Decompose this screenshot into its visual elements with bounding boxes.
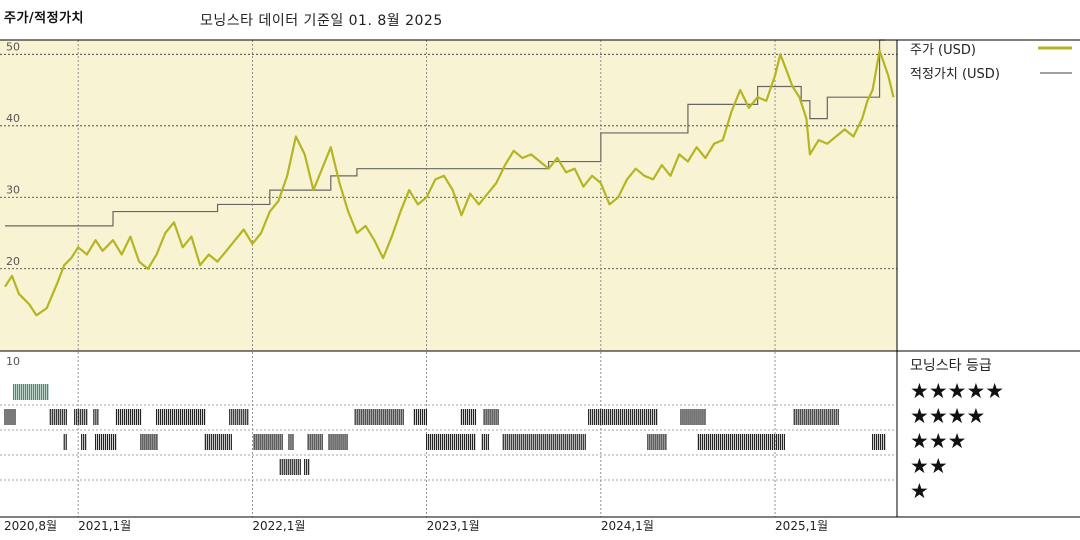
x-axis: 2020,8월 2021,1월 2022,1월 2023,1월 2024,1월 2025,… — [4, 519, 828, 533]
x-tick-label: 2023,1월 — [427, 519, 480, 533]
y-tick-label: 40 — [6, 112, 20, 125]
legend: 주가 (USD)적정가치 (USD)모닝스타 등급★★★★★★★★★★★★★★★ — [910, 43, 1072, 503]
rating-legend-stars: ★★★ — [910, 429, 966, 453]
x-tick-label: 2020,8월 — [4, 519, 57, 533]
data-date-subtitle: 모닝스타 데이터 기준일 01. 8월 2025 — [200, 13, 443, 29]
price-line — [4, 49, 895, 317]
rating-y-tick-label: 10 — [6, 355, 20, 368]
y-tick-label: 20 — [6, 255, 20, 268]
y-tick-label: 50 — [6, 40, 20, 53]
rating-legend-stars: ★★ — [910, 454, 948, 478]
x-tick-label: 2021,1월 — [78, 519, 131, 533]
legend-price-label: 주가 (USD) — [910, 43, 976, 58]
x-tick-label: 2022,1월 — [252, 519, 305, 533]
fair-value-line — [5, 39, 885, 227]
x-tick-label: 2025,1월 — [775, 519, 828, 533]
rating-legend-stars: ★★★★ — [910, 404, 985, 428]
price-panel: 20 30 40 50 — [0, 39, 1080, 518]
x-tick-label: 2024,1월 — [601, 519, 654, 533]
rating-legend-title: 모닝스타 등급 — [910, 358, 992, 374]
rating-legend-stars: ★★★★★ — [910, 379, 1004, 403]
rating-panel: 10 — [0, 355, 897, 481]
legend-fair-value-label: 적정가치 (USD) — [910, 67, 1000, 82]
y-tick-label: 30 — [6, 183, 20, 196]
price-panel-background — [0, 40, 897, 351]
rating-legend-stars: ★ — [910, 479, 929, 503]
chart-title: 주가/적정가치 — [4, 11, 85, 26]
